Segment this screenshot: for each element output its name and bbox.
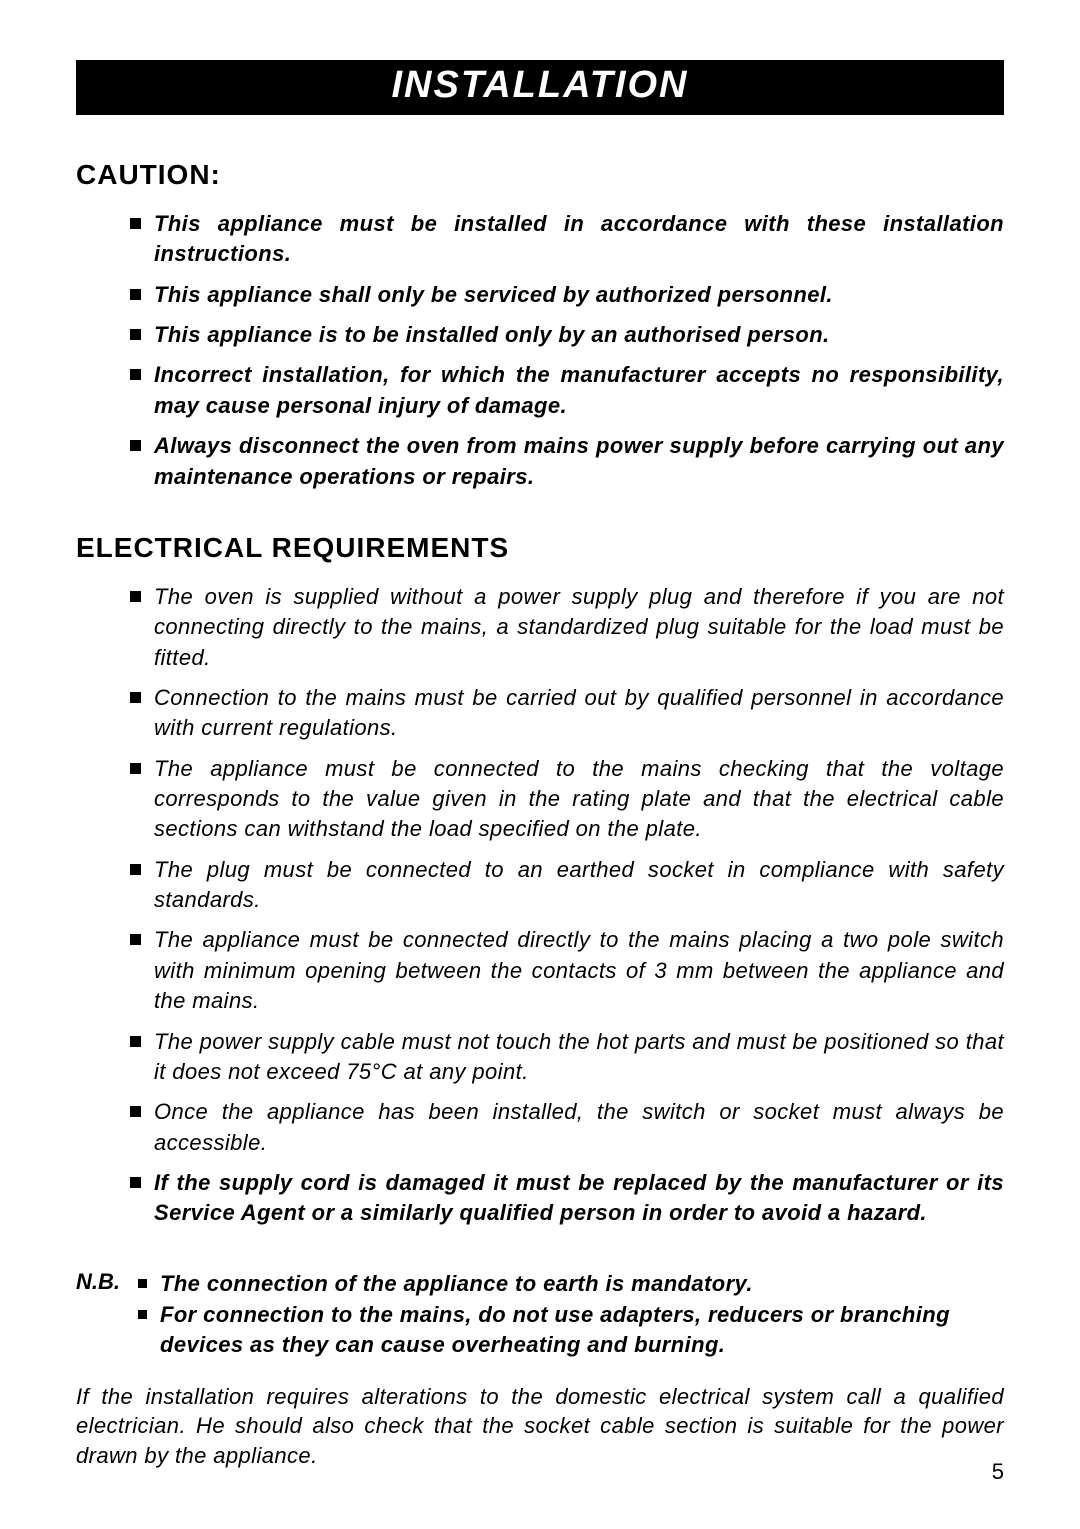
list-item: Once the appliance has been installed, t… bbox=[130, 1097, 1004, 1158]
list-item: This appliance is to be installed only b… bbox=[130, 320, 1004, 350]
nb-block: N.B. The connection of the appliance to … bbox=[76, 1269, 1004, 1362]
nb-list: The connection of the appliance to earth… bbox=[138, 1269, 1004, 1362]
list-item: The oven is supplied without a power sup… bbox=[130, 582, 1004, 673]
banner-title: INSTALLATION bbox=[76, 60, 1004, 115]
list-item: Incorrect installation, for which the ma… bbox=[130, 360, 1004, 421]
electrical-list: The oven is supplied without a power sup… bbox=[76, 582, 1004, 1229]
caution-heading: CAUTION: bbox=[76, 159, 1004, 191]
list-item: Always disconnect the oven from mains po… bbox=[130, 431, 1004, 492]
list-item: The appliance must be connected directly… bbox=[130, 925, 1004, 1016]
list-item: The plug must be connected to an earthed… bbox=[130, 855, 1004, 916]
nb-label: N.B. bbox=[76, 1269, 120, 1362]
list-item: The connection of the appliance to earth… bbox=[138, 1269, 1004, 1299]
list-item: For connection to the mains, do not use … bbox=[138, 1300, 1004, 1359]
list-item: Connection to the mains must be carried … bbox=[130, 683, 1004, 744]
electrical-heading: ELECTRICAL REQUIREMENTS bbox=[76, 532, 1004, 564]
list-item: The power supply cable must not touch th… bbox=[130, 1027, 1004, 1088]
list-item: This appliance shall only be serviced by… bbox=[130, 280, 1004, 310]
caution-list: This appliance must be installed in acco… bbox=[76, 209, 1004, 492]
list-item: If the supply cord is damaged it must be… bbox=[130, 1168, 1004, 1229]
footer-paragraph: If the installation requires alterations… bbox=[76, 1382, 1004, 1471]
list-item: This appliance must be installed in acco… bbox=[130, 209, 1004, 270]
list-item: The appliance must be connected to the m… bbox=[130, 754, 1004, 845]
